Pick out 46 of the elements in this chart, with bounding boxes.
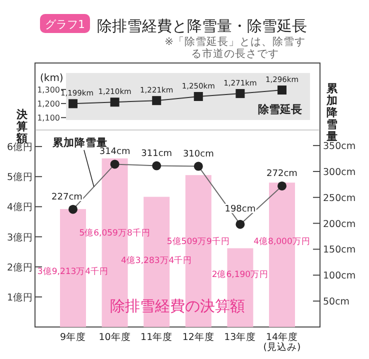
annotation: 3億9,213万4千円 (37, 266, 109, 277)
y-tick-label: 1,100 (37, 114, 60, 123)
annotation: 5億509万9千円 (166, 236, 230, 247)
y-tick-label: 3億円 (6, 231, 33, 244)
annotation: 5億6,059万8千円 (79, 228, 150, 238)
y-tick-label: 2億円 (6, 261, 33, 274)
point (110, 98, 120, 107)
annotation: 2億6,190万円 (212, 268, 269, 280)
data-label: 314cm (99, 147, 130, 158)
point (236, 89, 245, 98)
y-axis-title: (km) (40, 73, 64, 84)
annotation: 4億3,283万4千円 (121, 255, 192, 266)
y-tick-label: 5億円 (6, 171, 33, 184)
point (68, 99, 78, 108)
y2-axis-title: 累加降雪量 (326, 82, 338, 143)
data-label: 227cm (52, 192, 82, 202)
point (278, 86, 286, 95)
point (152, 96, 162, 106)
series-label: 除排雪経費の決算額 (110, 297, 245, 315)
y-tick-label: 1億円 (6, 291, 33, 304)
x-tick-label: 14年度 (見込み) (263, 331, 301, 353)
x-tick-label: 13年度 (224, 331, 256, 343)
data-label: 311cm (141, 148, 172, 159)
chart-title: 除排雪経費と降雪量・除雪延長 (97, 17, 307, 35)
x-tick-label: 9年度 (60, 331, 86, 343)
badge: グラフ1 (40, 14, 90, 33)
y-tick-label: 4億円 (6, 201, 33, 214)
y2-tick-label: 300cm (323, 166, 356, 178)
annotation: 4億8,000万円 (254, 236, 310, 247)
y2-tick-label: 50cm (323, 296, 350, 308)
point (194, 92, 203, 101)
y2-tick-label: 350cm (323, 141, 356, 152)
data-label: 310cm (182, 149, 214, 160)
x-tick-label: 11年度 (140, 331, 173, 343)
series-label: 除雪延長 (258, 103, 302, 116)
data-label: 272cm (266, 168, 298, 179)
y2-tick-label: 150cm (323, 244, 356, 256)
y-tick-label: 1,300 (37, 85, 60, 94)
y-tick-label: 1,200 (37, 100, 60, 109)
y2-tick-label: 100cm (323, 270, 356, 282)
y2-tick-label: 250cm (323, 192, 356, 204)
text: ※「除雪延長」とは、除雪する市道の長さです (164, 36, 306, 60)
x-tick-label: 12年度 (182, 331, 214, 343)
y2-tick-label: 200cm (323, 218, 356, 230)
x-tick-label: 10年度 (98, 331, 131, 343)
y-tick-label: 6億円 (6, 141, 33, 154)
